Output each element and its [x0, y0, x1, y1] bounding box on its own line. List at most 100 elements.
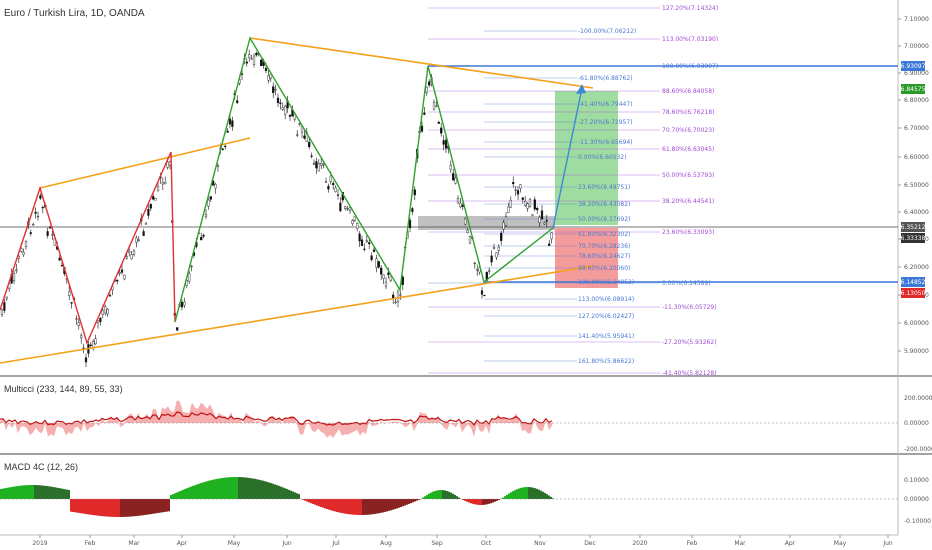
candle-body: [380, 267, 383, 275]
zigzag-red-waves[interactable]: [0, 151, 176, 346]
macd-bar: [428, 493, 430, 499]
price-tick-label: 6.80000: [904, 97, 929, 104]
channel-early-upper-line[interactable]: [39, 137, 251, 189]
projection-arrowhead: [576, 84, 586, 94]
fib-retracement-lines[interactable]: [484, 30, 577, 362]
macd-bar: [88, 499, 90, 515]
macd-bar: [136, 499, 138, 516]
candle-body: [437, 121, 440, 124]
candle-body: [204, 214, 208, 217]
candle-body: [384, 281, 388, 287]
candle-body: [440, 127, 443, 134]
macd-title[interactable]: MACD 4C (12, 26): [4, 462, 79, 472]
macd-bar: [8, 487, 10, 499]
candle-body: [209, 196, 212, 200]
candle-body: [394, 301, 397, 304]
time-axis[interactable]: 2019 Feb Mar Apr May Jun Jul Aug Sep Oct Nov Dec 202…: [32, 535, 893, 547]
macd-bar: [524, 487, 526, 499]
candle-body: [248, 54, 251, 58]
price-axis[interactable]: 7.10000 7.00000 6.90000 6.80000 6.70000 6.600…: [898, 16, 929, 355]
candle-body: [288, 114, 292, 117]
candle-body: [329, 175, 332, 182]
candle-body: [202, 234, 205, 237]
candle-body: [298, 123, 301, 125]
macd-bar: [418, 499, 420, 500]
macd-bar: [324, 499, 326, 509]
macd-bar: [312, 499, 314, 504]
candle-body: [188, 273, 191, 282]
macd-bar: [174, 493, 176, 499]
fib-extension-lines[interactable]: [428, 7, 660, 374]
macd-bar: [534, 488, 536, 499]
macd-bar: [2, 488, 4, 499]
price-tag: [901, 233, 925, 243]
candle-body: [180, 301, 184, 308]
candle-body: [396, 291, 400, 302]
candle-body: [147, 208, 150, 216]
zigzag-green-waves[interactable]: [174, 36, 554, 323]
fib-left-label: 61.80%(6.32302): [578, 231, 630, 238]
candle-body: [48, 226, 52, 229]
time-tick-label: Aug: [380, 540, 392, 547]
candle-body: [399, 294, 402, 296]
candle-body: [509, 199, 512, 208]
macd-bar: [452, 493, 454, 499]
price-tag: [901, 222, 925, 232]
candle-body: [274, 88, 277, 91]
macd-bar: [28, 485, 30, 499]
macd-bar: [380, 499, 382, 513]
candle-body: [334, 187, 337, 192]
multicci-title[interactable]: Multicci (233, 144, 89, 55, 33): [4, 384, 123, 394]
macd-bar: [454, 494, 456, 499]
channel-lower-line[interactable]: [0, 265, 594, 364]
macd-bar: [80, 499, 82, 514]
candle-body: [327, 185, 330, 190]
candle-body: [526, 203, 529, 209]
macd-bar: [472, 499, 474, 504]
fib-left-label: 161.80%(5.86622): [578, 358, 634, 365]
macd-bar: [520, 487, 522, 499]
consolidation-box[interactable]: [418, 216, 555, 230]
macd-bar: [170, 495, 172, 499]
fib-left-label: -11.30%(6.65694): [578, 139, 633, 146]
macd-bar: [382, 499, 384, 513]
candle-body: [452, 173, 455, 181]
candle-body: [308, 141, 311, 147]
price-tag: [901, 61, 925, 71]
candle-body: [80, 335, 83, 339]
macd-bar: [530, 487, 532, 499]
macd-bar: [302, 499, 304, 500]
macd-bar: [36, 485, 38, 499]
macd-bar: [484, 499, 486, 505]
stop-loss-zone[interactable]: [555, 228, 618, 288]
macd-bar: [278, 485, 280, 499]
time-tick-label: Mar: [734, 540, 746, 547]
macd-bar: [86, 499, 88, 515]
macd-bar: [390, 499, 392, 511]
macd-bar: [486, 499, 488, 505]
macd-bar: [474, 499, 476, 505]
macd-bar: [404, 499, 406, 506]
macd-bar: [126, 499, 128, 517]
symbol-title[interactable]: Euro / Turkish Lira, 1D, OANDA: [4, 8, 145, 19]
macd-bar: [544, 492, 546, 499]
fib-right-label: 70.70%(6.70023): [662, 127, 714, 134]
target-profit-zone[interactable]: [555, 91, 618, 225]
macd-bar: [102, 499, 104, 517]
macd-bar: [228, 477, 230, 499]
macd-bar: [232, 477, 234, 499]
macd-bar: [112, 499, 114, 517]
macd-bar: [180, 490, 182, 499]
macd-bar: [130, 499, 132, 517]
candle-body: [468, 236, 472, 244]
macd-bar: [212, 479, 214, 499]
channel-upper-line[interactable]: [249, 37, 594, 89]
macd-bar: [270, 483, 272, 499]
projection-arrow[interactable]: [552, 87, 583, 229]
macd-bar: [516, 489, 518, 499]
candle-body: [413, 189, 416, 196]
macd-bar: [96, 499, 98, 516]
candle-body: [207, 199, 210, 207]
candle-body: [29, 232, 32, 234]
